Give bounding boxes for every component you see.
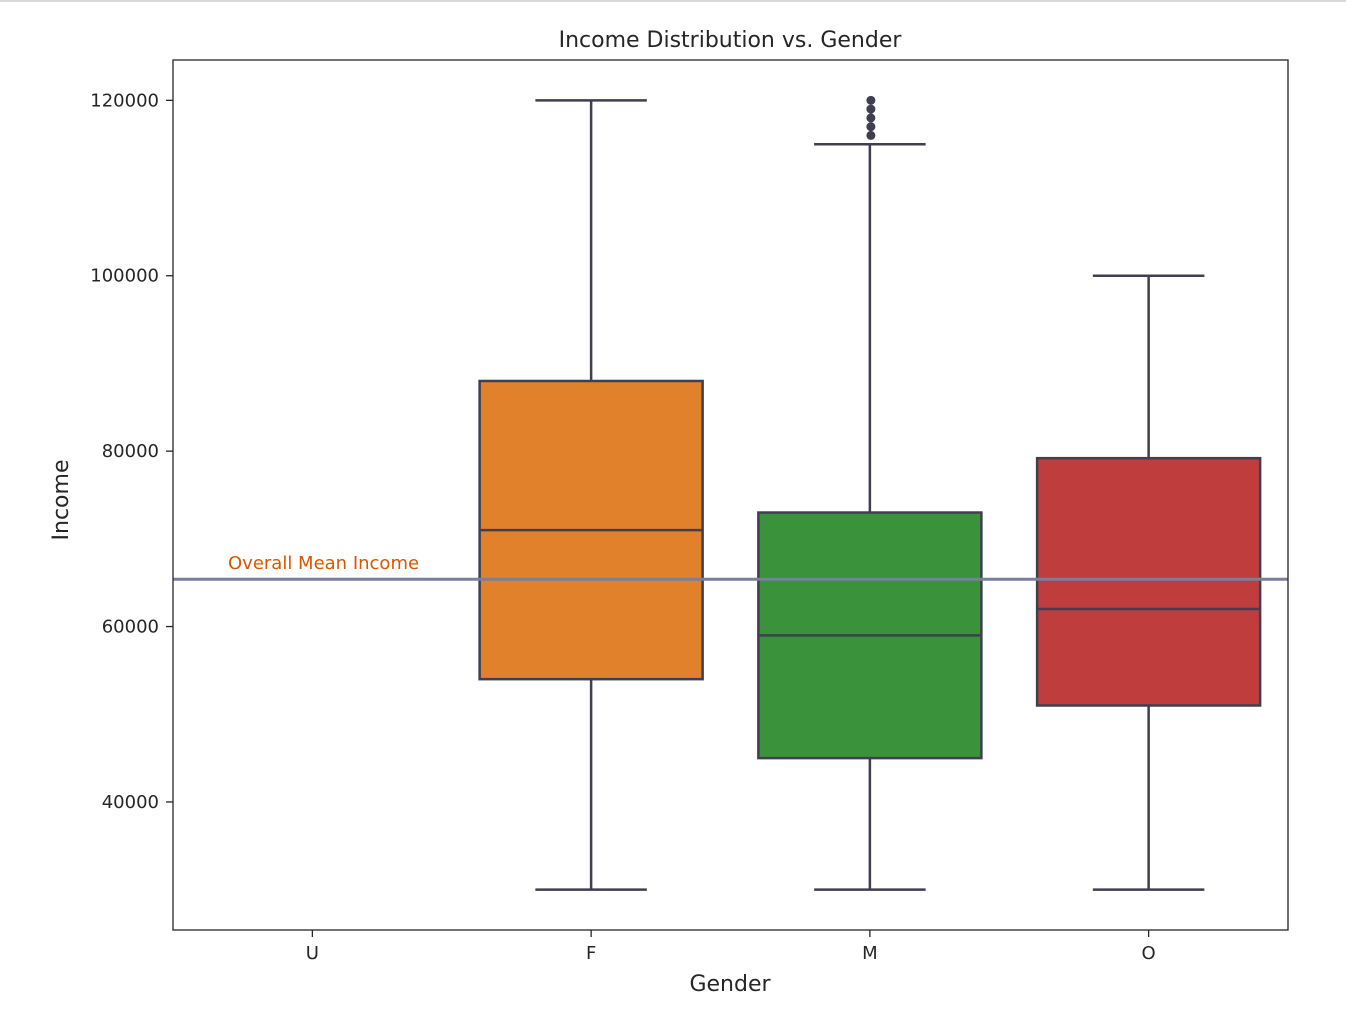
box-O	[1035, 456, 1262, 707]
x-tick-label-F: F	[586, 943, 596, 964]
x-axis-label: Gender	[689, 972, 771, 997]
plot-frame	[172, 59, 1289, 931]
y-tick-label-60000: 60000	[102, 617, 159, 638]
x-tick-label-M: M	[862, 943, 878, 964]
y-tick-label-40000: 40000	[102, 792, 159, 813]
x-tick-label-O: O	[1142, 943, 1156, 964]
x-tick-label-U: U	[306, 943, 319, 964]
y-tick-label-80000: 80000	[102, 441, 159, 462]
box-group-F	[478, 99, 704, 891]
outlier-M-0	[866, 130, 876, 140]
y-tick-label-100000: 100000	[90, 266, 159, 287]
y-tick-label-120000: 120000	[90, 90, 159, 111]
outlier-M-2	[866, 113, 876, 123]
mean-income-label: Overall Mean Income	[228, 553, 419, 574]
chart-title: Income Distribution vs. Gender	[559, 28, 903, 53]
box-group-O	[1035, 274, 1262, 891]
top-border	[0, 0, 1346, 2]
outlier-M-4	[866, 95, 876, 105]
outlier-M-1	[866, 122, 876, 132]
y-axis-label: Income	[49, 460, 74, 541]
plot-area: Overall Mean Income	[173, 95, 1288, 891]
outlier-M-3	[866, 104, 876, 114]
box-group-M	[757, 95, 983, 891]
